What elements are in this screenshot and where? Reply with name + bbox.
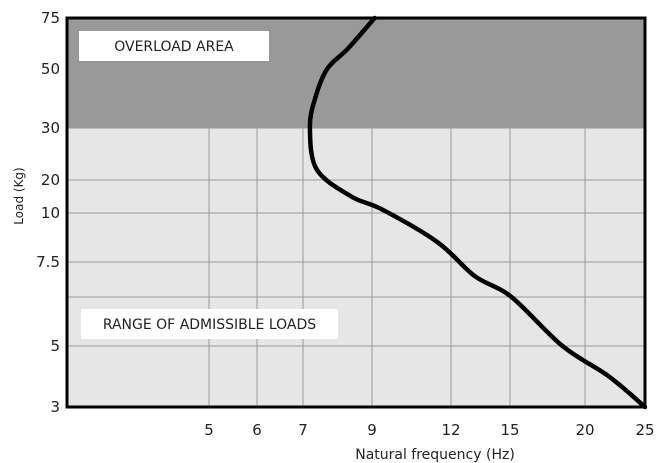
- y-tick-label: 30: [41, 119, 60, 137]
- x-tick-label: 9: [367, 421, 377, 439]
- x-tick-label: 15: [500, 421, 519, 439]
- region-label-box: [81, 309, 338, 339]
- x-tick-label: 25: [635, 421, 654, 439]
- y-tick-label: 20: [41, 171, 60, 189]
- region-label: OVERLOAD AREA: [114, 39, 234, 55]
- y-tick-label: 10: [41, 204, 60, 222]
- tick-label-layer: 5 6 7 9 12 15 20 25 75 50 30 20 10 7.5 5 3: [36, 9, 654, 439]
- y-tick-label: 75: [41, 9, 60, 27]
- y-tick-label: 3: [50, 398, 60, 416]
- region-label-box: [79, 31, 269, 61]
- series-line: [307, 15, 648, 410]
- y-tick-label: 50: [41, 60, 60, 78]
- series-layer: [307, 15, 648, 410]
- x-tick-label: 5: [204, 421, 214, 439]
- region-label-layer: OVERLOAD AREA RANGE OF ADMISSIBLE LOADS: [79, 31, 338, 339]
- plot-frame: [65, 16, 647, 409]
- y-tick-label: 7.5: [36, 253, 60, 271]
- x-tick-label: 12: [441, 421, 460, 439]
- region-label: RANGE OF ADMISSIBLE LOADS: [103, 317, 316, 333]
- x-tick-label: 6: [252, 421, 262, 439]
- x-axis-label: Natural frequency (Hz): [355, 447, 515, 463]
- x-tick-label: 20: [575, 421, 594, 439]
- x-tick-label: 7: [298, 421, 308, 439]
- grid-layer: [67, 18, 645, 407]
- y-axis-label: Load (Kg): [12, 167, 26, 224]
- y-tick-label: 5: [50, 337, 60, 355]
- region-admissible: [67, 128, 645, 407]
